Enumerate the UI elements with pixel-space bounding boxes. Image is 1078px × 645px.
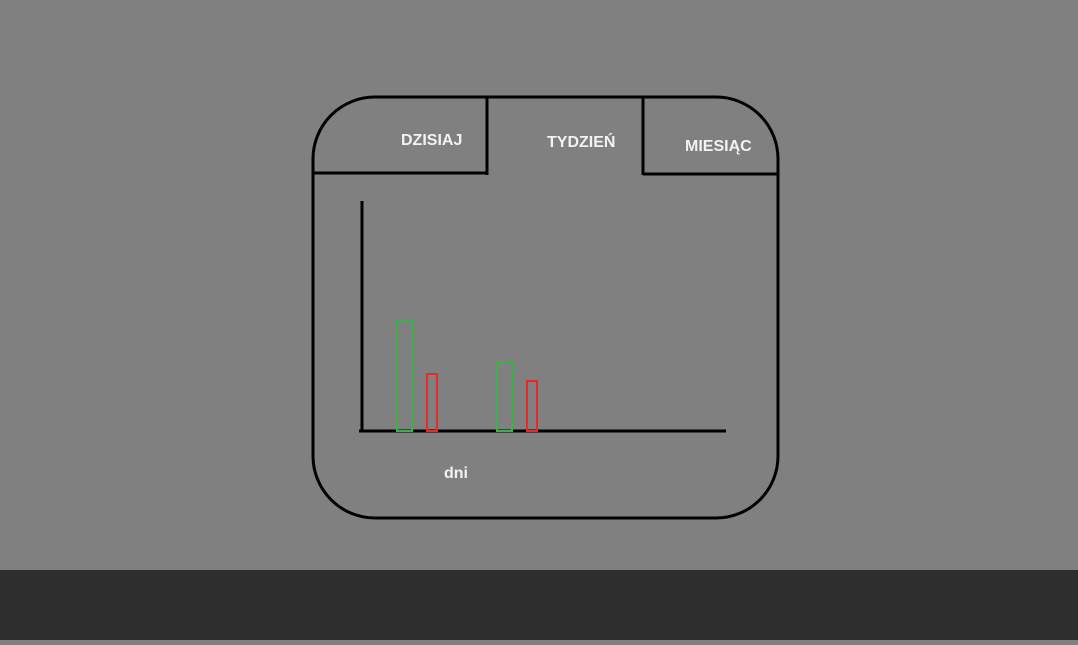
bar-series-0-category-0 xyxy=(396,320,413,432)
bar-series-1-category-1 xyxy=(526,380,538,432)
bottom-bar xyxy=(0,570,1078,640)
widget-panel xyxy=(311,95,780,520)
tab-tydzien-label: TYDZIEŃ xyxy=(547,134,616,151)
tab-miesiac-label: MIESIĄC xyxy=(685,138,752,155)
x-axis-label: dni xyxy=(444,465,468,482)
bar-series-1-category-0 xyxy=(426,373,438,432)
bar-series-0-category-1 xyxy=(496,362,513,432)
tab-miesiac[interactable]: MIESIĄC xyxy=(644,97,778,173)
chart-bars xyxy=(396,320,538,432)
tab-dzisiaj[interactable]: DZISIAJ xyxy=(313,97,487,173)
tab-tydzien[interactable]: TYDZIEŃ xyxy=(488,97,643,173)
tab-dzisiaj-label: DZISIAJ xyxy=(401,132,463,149)
